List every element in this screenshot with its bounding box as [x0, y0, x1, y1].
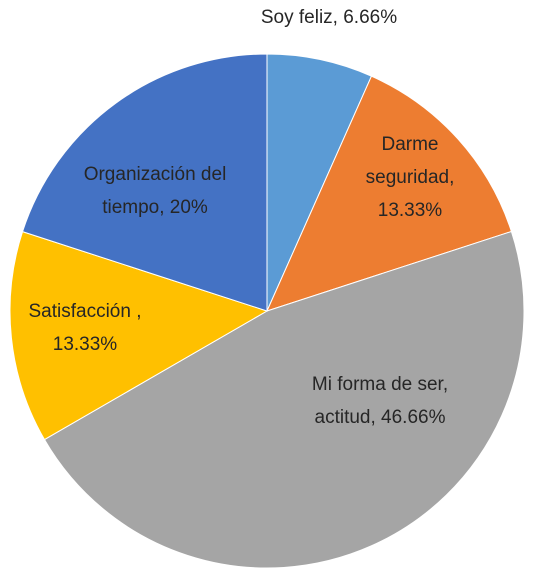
data-label: seguridad,	[366, 167, 455, 188]
data-label: Soy feliz, 6.66%	[261, 7, 397, 28]
pie-slice	[266, 75, 513, 312]
data-label: actitud, 46.66%	[315, 407, 446, 428]
pie-slice	[21, 53, 268, 312]
data-label: Darme	[381, 134, 438, 155]
data-label: tiempo, 20%	[102, 197, 208, 218]
data-label: Organización del	[84, 164, 227, 185]
pie-slice	[266, 53, 373, 312]
data-label: Mi forma de ser,	[312, 374, 448, 395]
pie-slice	[9, 231, 269, 441]
data-label: 13.33%	[53, 334, 118, 355]
data-label: 13.33%	[378, 200, 443, 221]
data-label: Satisfacción ,	[29, 301, 142, 322]
pie-slice	[43, 230, 525, 569]
